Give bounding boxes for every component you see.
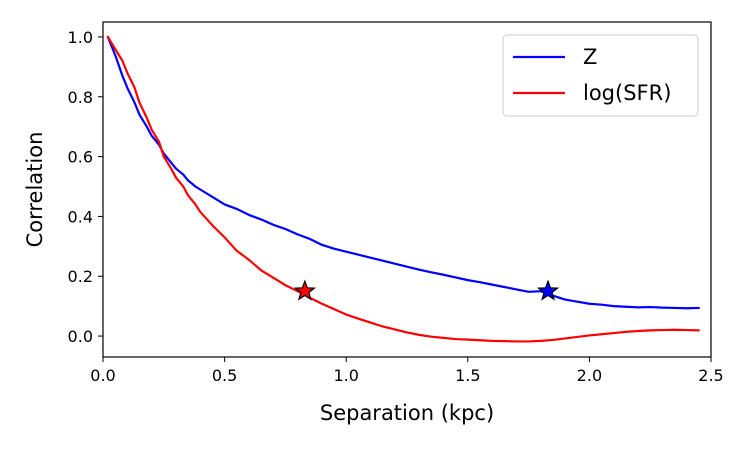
legend: Z log(SFR) xyxy=(502,34,699,117)
x-axis-label: Separation (kpc) xyxy=(320,401,494,425)
series-line-z xyxy=(106,35,700,310)
y-axis-label: Correlation xyxy=(23,132,47,248)
x-tick-label: 2.0 xyxy=(577,366,602,385)
x-tick-label: 1.5 xyxy=(455,366,480,385)
plot-frame xyxy=(102,21,712,358)
y-tick-label: 0.2 xyxy=(68,267,93,286)
marker-layer xyxy=(293,279,560,301)
y-tick-label: 0.0 xyxy=(68,327,93,346)
legend-box xyxy=(502,34,699,117)
x-tick-label: 2.5 xyxy=(698,366,723,385)
x-tick-label: 1.0 xyxy=(333,366,358,385)
x-tick-label: 0.0 xyxy=(90,366,115,385)
legend-label-log-sfr: log(SFR) xyxy=(583,81,671,105)
y-tick-label: 0.8 xyxy=(68,88,93,107)
y-tick-label: 0.6 xyxy=(68,148,93,167)
y-tick-label: 1.0 xyxy=(68,28,93,47)
y-tick-label: 0.4 xyxy=(68,207,93,226)
star-marker-z xyxy=(536,279,560,301)
x-axis-ticks: 0.0 0.5 1.0 1.5 2.0 2.5 xyxy=(90,357,724,385)
x-tick-label: 0.5 xyxy=(212,366,237,385)
star-marker-log-sfr xyxy=(293,279,317,301)
series-line-log-sfr xyxy=(106,35,700,343)
legend-label-z: Z xyxy=(583,45,597,69)
series-layer xyxy=(106,35,700,343)
y-axis-ticks: 0.0 0.2 0.4 0.6 0.8 1.0 xyxy=(68,28,103,346)
